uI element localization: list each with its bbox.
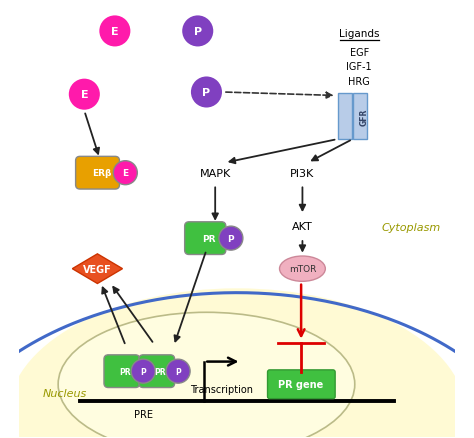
FancyBboxPatch shape — [139, 355, 174, 388]
Text: ERβ: ERβ — [92, 169, 111, 178]
Text: PR gene: PR gene — [279, 379, 324, 389]
Circle shape — [113, 161, 137, 185]
Text: P: P — [228, 234, 234, 243]
Circle shape — [131, 359, 155, 383]
Text: E: E — [81, 90, 88, 100]
Bar — [338, 94, 352, 140]
Text: Cytoplasm: Cytoplasm — [382, 223, 441, 233]
Text: PR: PR — [119, 367, 131, 376]
Circle shape — [219, 226, 243, 251]
Ellipse shape — [8, 289, 466, 438]
Text: PR: PR — [154, 367, 165, 376]
Text: Ligands: Ligands — [339, 29, 379, 39]
Text: Nucleus: Nucleus — [43, 388, 87, 398]
Text: P: P — [202, 88, 210, 98]
Text: PRE: PRE — [134, 409, 153, 419]
Ellipse shape — [280, 256, 325, 282]
Circle shape — [98, 15, 131, 48]
Polygon shape — [73, 254, 122, 284]
Text: AKT: AKT — [292, 222, 313, 232]
Text: EGF: EGF — [349, 48, 369, 58]
Text: P: P — [194, 27, 202, 37]
Circle shape — [190, 76, 223, 110]
Circle shape — [181, 15, 214, 48]
Text: mTOR: mTOR — [289, 265, 316, 274]
FancyBboxPatch shape — [104, 355, 140, 388]
Text: E: E — [122, 169, 128, 178]
FancyBboxPatch shape — [267, 370, 335, 399]
Text: VEGF: VEGF — [83, 264, 112, 274]
FancyBboxPatch shape — [185, 222, 226, 255]
Text: P: P — [175, 367, 181, 376]
Text: Transcription: Transcription — [190, 384, 253, 394]
Ellipse shape — [58, 313, 355, 438]
FancyBboxPatch shape — [75, 157, 119, 190]
Text: GFR: GFR — [360, 108, 369, 125]
Circle shape — [166, 359, 190, 383]
Text: HRG: HRG — [348, 77, 370, 86]
Text: PI3K: PI3K — [290, 168, 315, 178]
Text: PR: PR — [202, 234, 216, 243]
Text: IGF-1: IGF-1 — [346, 62, 372, 72]
Text: MAPK: MAPK — [200, 168, 231, 178]
Bar — [353, 94, 367, 140]
Circle shape — [68, 78, 101, 112]
Text: E: E — [111, 27, 118, 37]
Text: P: P — [140, 367, 146, 376]
